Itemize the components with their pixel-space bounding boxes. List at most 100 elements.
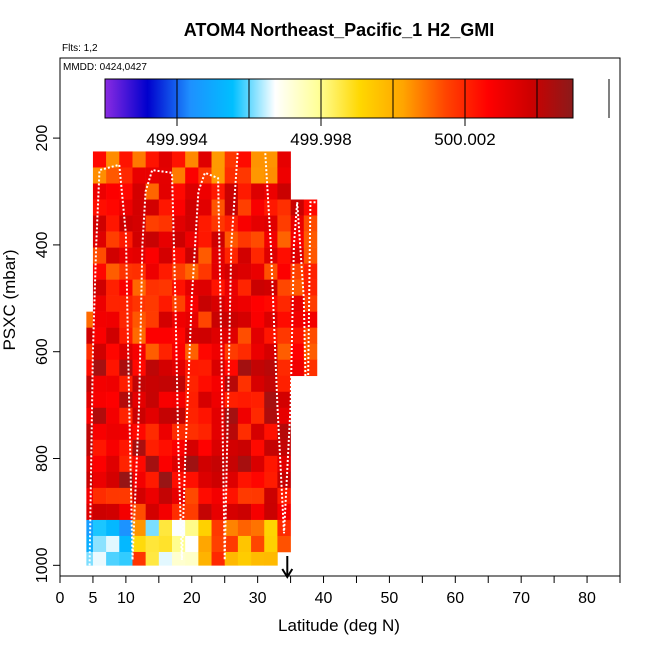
heatmap-cell xyxy=(145,263,160,280)
heatmap-cell xyxy=(198,439,212,457)
heatmap-cell xyxy=(251,311,265,328)
heatmap-cell xyxy=(237,519,252,537)
heatmap-cell xyxy=(290,295,305,312)
heatmap-cell xyxy=(277,407,291,425)
heatmap-cell xyxy=(132,439,146,457)
heatmap-cell xyxy=(277,471,291,489)
heatmap-cell xyxy=(251,247,265,264)
heatmap-cell xyxy=(106,167,120,184)
heatmap-cell xyxy=(303,295,318,312)
heatmap-cell xyxy=(172,231,186,248)
heatmap-cell xyxy=(119,471,133,489)
heatmap-cell xyxy=(211,359,226,377)
heatmap-cell xyxy=(277,311,291,328)
dates-label: MMDD: 0424,0427 xyxy=(63,62,147,73)
heatmap-cell xyxy=(237,359,252,377)
heatmap-cell xyxy=(224,231,239,248)
heatmap-cell xyxy=(106,455,120,473)
heatmap-cell xyxy=(264,167,278,184)
heatmap-cell xyxy=(303,215,318,232)
heatmap-cell xyxy=(172,167,186,184)
heatmap-cell xyxy=(158,263,173,280)
heatmap-cell xyxy=(251,183,265,200)
heatmap-cell xyxy=(237,183,252,200)
heatmap-cell xyxy=(264,311,278,328)
heatmap-cell xyxy=(277,151,291,168)
heatmap-cell xyxy=(119,551,133,566)
heatmap-cell xyxy=(92,327,107,345)
heatmap-cell xyxy=(303,231,318,248)
heatmap-cell xyxy=(264,375,278,393)
heatmap-cell xyxy=(224,487,239,505)
heatmap-cell xyxy=(132,423,146,441)
heatmap-cell xyxy=(198,423,212,441)
heatmap-cell xyxy=(119,375,133,393)
heatmap-cell xyxy=(158,167,173,184)
heatmap-cell xyxy=(277,327,291,345)
heatmap-cell xyxy=(303,279,318,296)
heatmap-cell xyxy=(251,407,265,425)
heatmap-cell xyxy=(237,279,252,296)
heatmap-cell xyxy=(198,519,212,537)
heatmap-cell xyxy=(224,359,239,377)
heatmap-cell xyxy=(237,167,252,184)
y-tick-label: 400 xyxy=(34,231,51,258)
heatmap-cell xyxy=(198,375,212,393)
heatmap-cell xyxy=(132,295,146,312)
heatmap-cell xyxy=(185,503,199,521)
heatmap-cell xyxy=(185,423,199,441)
heatmap-cell xyxy=(172,343,186,361)
heatmap-cell xyxy=(185,519,199,537)
y-tick-label: 800 xyxy=(34,445,51,472)
heatmap-cell xyxy=(106,263,120,280)
heatmap-cell xyxy=(198,279,212,296)
heatmap-cell xyxy=(145,343,160,361)
heatmap-cell xyxy=(290,359,305,377)
heatmap-cell xyxy=(224,407,239,425)
heatmap-cell xyxy=(158,487,173,505)
heatmap-cell xyxy=(237,295,252,312)
heatmap-cell xyxy=(237,375,252,393)
heatmap-cell xyxy=(132,279,146,296)
heatmap-cell xyxy=(106,551,120,566)
heatmap-cell xyxy=(172,327,186,345)
heatmap-cell xyxy=(145,503,160,521)
heatmap-cell xyxy=(145,279,160,296)
heatmap-cell xyxy=(211,471,226,489)
heatmap-cell xyxy=(198,551,212,566)
heatmap-cell xyxy=(145,167,160,184)
heatmap-cell xyxy=(145,215,160,232)
heatmap-cell xyxy=(158,359,173,377)
heatmap-cell xyxy=(251,295,265,312)
heatmap-cell xyxy=(119,535,133,553)
heatmap-cell xyxy=(264,215,278,232)
heatmap-cell xyxy=(106,359,120,377)
heatmap-cell xyxy=(106,151,120,168)
heatmap-cell xyxy=(264,151,278,168)
heatmap-cell xyxy=(145,359,160,377)
x-tick-label: 10 xyxy=(117,590,135,607)
heatmap-cell xyxy=(185,215,199,232)
heatmap-cell xyxy=(251,455,265,473)
heatmap-cell xyxy=(290,279,305,296)
heatmap-cell xyxy=(277,231,291,248)
heatmap-cell xyxy=(145,183,160,200)
position-arrow xyxy=(281,556,294,579)
heatmap-cell xyxy=(251,215,265,232)
heatmap-cell xyxy=(224,311,239,328)
heatmap-cell xyxy=(106,423,120,441)
heatmap-cell xyxy=(251,327,265,345)
heatmap-cell xyxy=(237,343,252,361)
heatmap-cell xyxy=(145,455,160,473)
heatmap-cell xyxy=(185,231,199,248)
heatmap-cell xyxy=(198,151,212,168)
heatmap-cell xyxy=(237,199,252,216)
heatmap-cell xyxy=(132,551,146,566)
heatmap-cell xyxy=(132,199,146,216)
heatmap-cell xyxy=(145,327,160,345)
heatmap-cell xyxy=(277,487,291,505)
heatmap-cell xyxy=(106,199,120,216)
heatmap-cell xyxy=(264,503,278,521)
heatmap-cell xyxy=(145,471,160,489)
heatmap-cell xyxy=(211,311,226,328)
